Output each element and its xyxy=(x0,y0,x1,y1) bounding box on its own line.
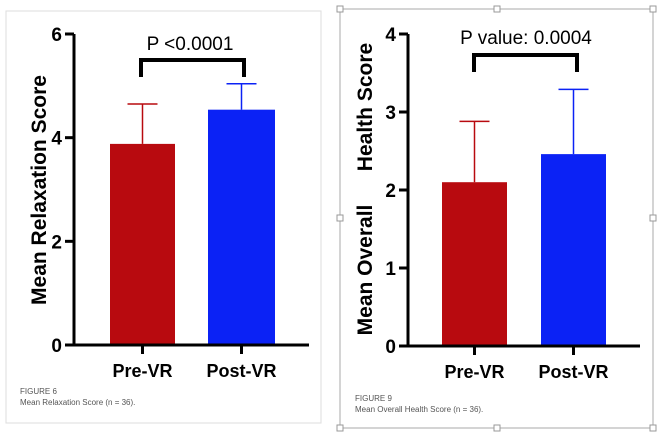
significance-bracket xyxy=(472,53,579,72)
resize-handle xyxy=(493,5,501,13)
caption-label: FIGURE 6 xyxy=(20,387,57,396)
resize-handle xyxy=(649,5,657,13)
y-tick-label: 2 xyxy=(51,232,62,253)
y-axis-label: Mean Overall xyxy=(354,205,377,336)
resize-handle xyxy=(336,214,344,222)
bar-pre-vr xyxy=(110,143,175,345)
caption-text: Mean Overall Health Score (n = 36). xyxy=(355,405,484,414)
p-value-annotation: P value: 0.0004 xyxy=(460,28,592,49)
resize-handle xyxy=(493,424,501,432)
y-tick-label: 3 xyxy=(385,103,396,124)
bar-pre-vr xyxy=(442,182,507,346)
resize-handle xyxy=(336,5,344,13)
caption-label: FIGURE 9 xyxy=(355,394,392,403)
significance-bracket xyxy=(139,58,246,77)
resize-handle xyxy=(649,214,657,222)
figure6-caption: FIGURE 6 Mean Relaxation Score (n = 36). xyxy=(20,386,135,408)
x-tick-label: Pre-VR xyxy=(444,362,504,382)
y-tick-label: 1 xyxy=(385,259,396,280)
y-tick-label: 6 xyxy=(51,25,62,46)
figure9-caption: FIGURE 9 Mean Overall Health Score (n = … xyxy=(355,393,483,415)
bar-post-vr xyxy=(541,154,606,346)
y-axis-label: Health Score xyxy=(354,43,377,171)
figure6-frame xyxy=(5,10,322,424)
y-tick-label: 4 xyxy=(51,129,62,150)
y-tick-label: 0 xyxy=(51,336,62,357)
bar-post-vr xyxy=(208,109,275,345)
y-tick-label: 0 xyxy=(385,337,396,358)
y-tick-label: 4 xyxy=(385,25,396,46)
y-axis-label: Mean Relaxation Score xyxy=(28,75,51,305)
y-tick-label: 2 xyxy=(385,181,396,202)
resize-handle xyxy=(649,424,657,432)
resize-handle xyxy=(336,424,344,432)
caption-text: Mean Relaxation Score (n = 36). xyxy=(20,398,136,407)
x-tick-label: Post-VR xyxy=(538,362,608,382)
x-tick-label: Pre-VR xyxy=(112,361,172,381)
x-tick-label: Post-VR xyxy=(206,361,276,381)
p-value-annotation: P <0.0001 xyxy=(147,34,234,55)
